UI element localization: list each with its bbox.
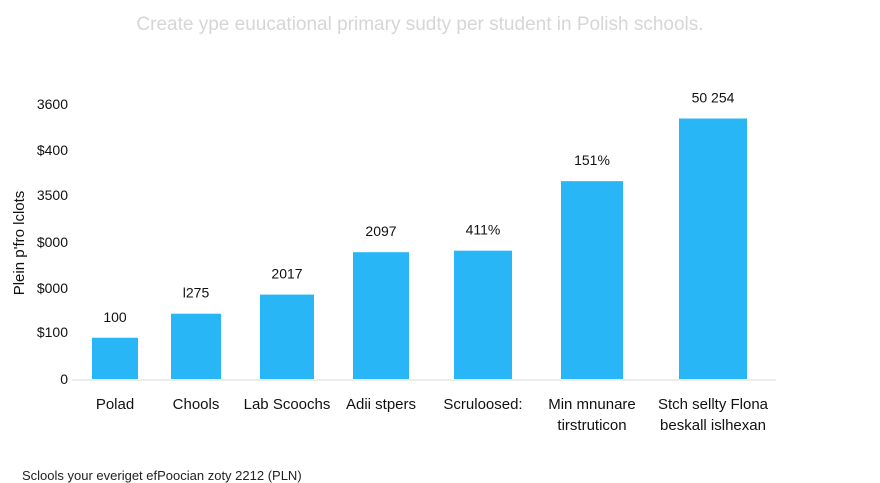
category-label: Polad (96, 396, 134, 413)
y-tick-label: 3500 (37, 187, 68, 203)
bar-value-label: 2017 (271, 266, 302, 282)
bar-value-label: l275 (183, 285, 210, 301)
chart-title: Create ype euucational primary sudty per… (136, 14, 704, 35)
bar-value-label: 411% (466, 222, 501, 238)
category-label: Min mnunare (548, 396, 636, 413)
category-label: Adii stpers (346, 396, 416, 413)
category-labels: Polad Chools Lab Scoochs Adii stpers Scruloo… (96, 396, 769, 434)
category-label: tirstruticon (557, 417, 626, 434)
bar (260, 294, 314, 379)
y-tick-label: $100 (37, 324, 68, 340)
y-axis-label: Plein p'fro lclots (11, 191, 28, 296)
y-axis-ticks: 0 $100 $000 $000 3500 $400 3600 (37, 96, 68, 387)
chart-footnote: Sclools your everiget efPoocian zoty 221… (22, 468, 302, 483)
category-label: Stch sellty Flona (658, 396, 769, 413)
y-tick-label: $000 (37, 280, 68, 296)
category-label: beskall islhexan (660, 417, 766, 434)
bar (679, 118, 747, 379)
bar (454, 250, 512, 379)
bar-value-label: 100 (103, 309, 127, 325)
bar-value-label: 50 254 (692, 90, 735, 106)
bar (561, 181, 623, 379)
y-tick-label: $400 (37, 142, 68, 158)
y-tick-label: 0 (60, 371, 68, 387)
bar-value-label: 2097 (365, 223, 396, 239)
bar (353, 252, 409, 379)
bar (171, 313, 221, 379)
bar (92, 337, 138, 379)
value-labels: 100 l275 2017 2097 411% 151% 50 254 (103, 90, 734, 325)
bar-value-label: 151% (574, 152, 610, 168)
y-axis-title: Plein p'fro lclots (11, 191, 28, 296)
bars (92, 118, 747, 379)
y-tick-label: $000 (37, 234, 68, 250)
category-label: Chools (173, 396, 220, 413)
y-tick-label: 3600 (37, 96, 68, 112)
category-label: Scruloosed: (443, 396, 522, 413)
category-label: Lab Scoochs (244, 396, 331, 413)
